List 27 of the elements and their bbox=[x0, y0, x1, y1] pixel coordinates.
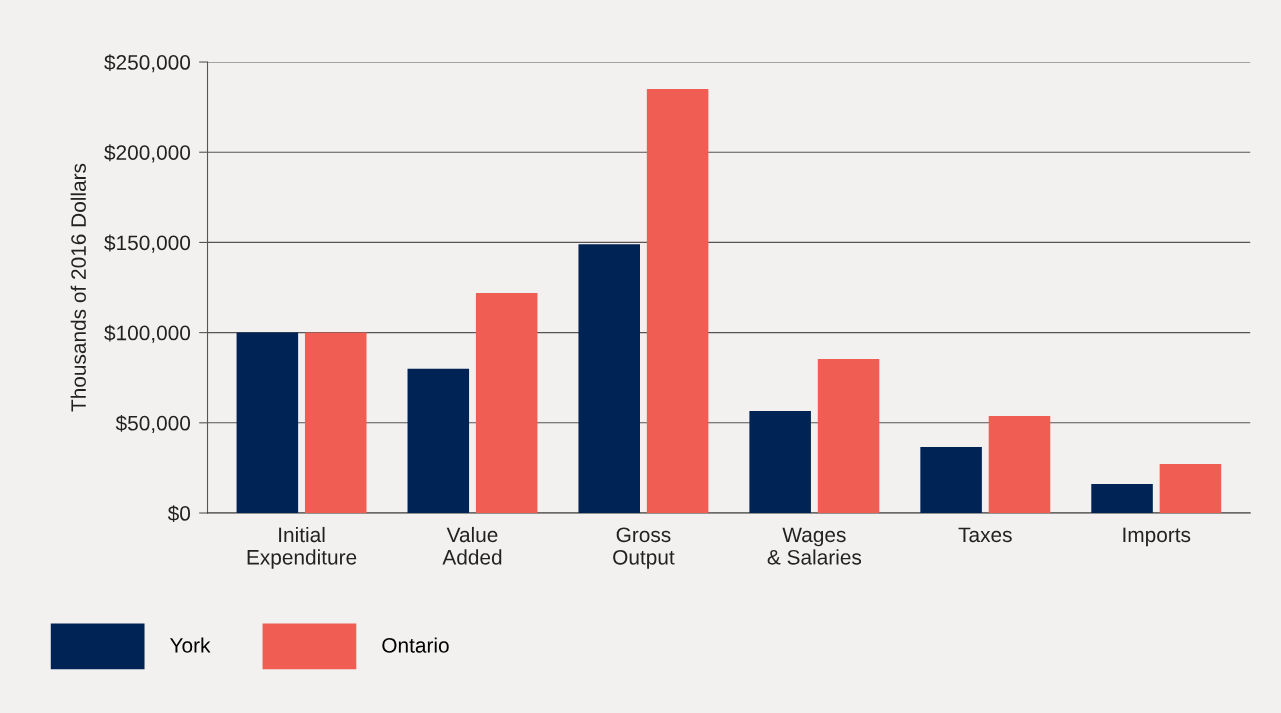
y-tick-label: $250,000 bbox=[104, 54, 191, 73]
bar bbox=[407, 368, 470, 513]
bar bbox=[817, 358, 880, 513]
y-tick-label: $50,000 bbox=[115, 414, 191, 434]
bar bbox=[646, 89, 709, 513]
bar bbox=[578, 244, 640, 513]
y-axis-title: Thousands of 2016 Dollars bbox=[70, 163, 86, 412]
x-tick-label: Gross Output bbox=[613, 527, 675, 569]
legend-label: York bbox=[169, 637, 211, 653]
bar bbox=[988, 415, 1051, 513]
bar bbox=[304, 332, 367, 513]
x-tick-label: Imports bbox=[1123, 527, 1191, 547]
bar bbox=[920, 446, 982, 513]
bar bbox=[1159, 463, 1222, 513]
y-tick-label: $100,000 bbox=[104, 324, 191, 343]
bar bbox=[236, 332, 299, 513]
bar bbox=[475, 292, 538, 513]
y-tick-label: $200,000 bbox=[104, 144, 191, 163]
legend-label: Ontario bbox=[382, 637, 449, 653]
y-tick-label: $150,000 bbox=[104, 234, 191, 253]
x-tick-label: Value Added bbox=[442, 526, 502, 565]
bar bbox=[749, 411, 811, 513]
x-tick-label: Taxes bbox=[958, 527, 1012, 543]
x-tick-label: Wages & Salaries bbox=[767, 527, 862, 565]
y-tick-label: $0 bbox=[167, 505, 191, 522]
bar bbox=[1091, 483, 1153, 513]
x-tick-label: Initial Expenditure bbox=[247, 526, 357, 569]
